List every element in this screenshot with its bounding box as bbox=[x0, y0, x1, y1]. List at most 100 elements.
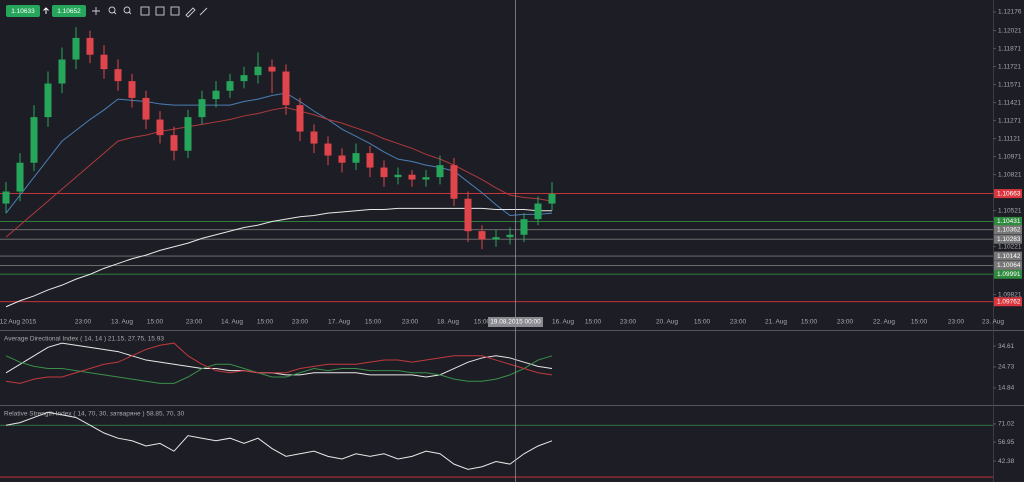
indicator-line bbox=[5, 342, 553, 378]
candle-body bbox=[520, 219, 528, 235]
y-tick-label: 14.84 bbox=[998, 385, 1015, 392]
indicator-line bbox=[5, 107, 553, 238]
candle-body bbox=[2, 191, 10, 204]
level-tag bbox=[994, 189, 1022, 199]
template-tool[interactable] bbox=[155, 6, 165, 16]
pen-tool[interactable] bbox=[199, 7, 208, 16]
level-tag bbox=[994, 297, 1022, 307]
save-tool[interactable] bbox=[170, 6, 180, 16]
x-tick-label: 15:00 bbox=[147, 319, 164, 326]
x-tick-label: 22. Aug bbox=[873, 319, 895, 326]
level-label: 1.10283 bbox=[997, 236, 1021, 243]
y-tick-label: 1.10221 bbox=[998, 243, 1022, 250]
indicator-line bbox=[5, 355, 553, 384]
level-tag bbox=[994, 269, 1022, 279]
candle-body bbox=[450, 165, 458, 199]
level-label: 1.10663 bbox=[997, 190, 1021, 197]
y-tick-label: 1.11421 bbox=[998, 99, 1021, 106]
candle-body bbox=[16, 162, 24, 192]
candle-body bbox=[296, 105, 304, 132]
x-tick-label: 15:00 bbox=[257, 319, 274, 326]
candle-body bbox=[142, 97, 150, 120]
candle-body bbox=[100, 54, 108, 70]
y-tick-label: 1.12176 bbox=[998, 9, 1022, 16]
toolbar: 1.10633 1.10652 bbox=[6, 5, 86, 17]
x-tick-label: 15:00 bbox=[585, 319, 602, 326]
level-label: 1.10064 bbox=[997, 262, 1021, 269]
candle-body bbox=[86, 37, 94, 55]
x-tick-label: 18. Aug bbox=[437, 319, 459, 326]
level-label: 1.09762 bbox=[997, 298, 1021, 305]
candle-body bbox=[156, 119, 164, 136]
zoom-in-tool[interactable] bbox=[108, 6, 117, 15]
x-tick-label: 15:00 bbox=[801, 319, 818, 326]
x-tick-label: 23. Aug bbox=[982, 319, 1004, 326]
x-tick-label: 20. Aug bbox=[656, 319, 678, 326]
indicator-line bbox=[5, 207, 552, 308]
candle-body bbox=[492, 237, 500, 240]
level-label: 1.10142 bbox=[997, 253, 1021, 260]
candle-body bbox=[44, 83, 52, 118]
candle-body bbox=[184, 117, 192, 151]
toolbar-icons bbox=[92, 6, 208, 18]
x-tick-label: 12 Aug 2015 bbox=[0, 319, 37, 326]
crosshair-label: 19.08.2015 00:00 bbox=[490, 319, 541, 326]
bid-box[interactable] bbox=[6, 5, 40, 17]
level-label: 1.10362 bbox=[997, 226, 1021, 233]
drawing-tool[interactable] bbox=[140, 6, 150, 16]
candle-body bbox=[226, 81, 234, 91]
indicator-line bbox=[5, 92, 553, 217]
y-tick-label: 1.10971 bbox=[998, 153, 1022, 160]
candle-body bbox=[338, 155, 346, 163]
plot-layer: 1.12176 1.12021 1.11871 1.11721 1.11571 1.114… bbox=[0, 9, 1022, 478]
x-tick-label: 15:00 bbox=[365, 319, 382, 326]
candle-body bbox=[408, 174, 416, 180]
y-tick-label: 1.10521 bbox=[998, 207, 1022, 214]
x-tick-label: 15:00 bbox=[694, 319, 711, 326]
crosshair-tool[interactable] bbox=[92, 7, 100, 15]
brush-tool[interactable] bbox=[185, 7, 196, 18]
x-tick-label: 15:00 bbox=[911, 319, 928, 326]
candle-body bbox=[212, 90, 220, 100]
x-tick-label: 23:00 bbox=[75, 319, 92, 326]
candle-body bbox=[478, 231, 486, 240]
crosshair-label-box bbox=[488, 317, 543, 327]
candle-body bbox=[506, 234, 514, 238]
x-tick-label: 15:00 bbox=[474, 319, 491, 326]
y-tick-label: 1.11271 bbox=[998, 117, 1021, 124]
ask-box[interactable] bbox=[52, 5, 86, 17]
level-label: 1.10431 bbox=[997, 218, 1021, 225]
x-tick-label: 23:00 bbox=[948, 319, 965, 326]
level-label: 1.09991 bbox=[997, 271, 1021, 278]
candle-body bbox=[366, 153, 374, 168]
candle-body bbox=[198, 99, 206, 118]
candle-body bbox=[310, 131, 318, 144]
x-tick-label: 17. Aug bbox=[328, 319, 350, 326]
y-tick-label: 1.11871 bbox=[998, 45, 1021, 52]
x-tick-label: 23:00 bbox=[730, 319, 747, 326]
y-tick-label: 42.38 bbox=[998, 458, 1015, 465]
candle-body bbox=[394, 174, 402, 178]
zoom-out-tool[interactable] bbox=[123, 6, 132, 15]
bid-price: 1.10633 bbox=[11, 8, 35, 15]
candle-body bbox=[240, 75, 248, 82]
level-tag bbox=[994, 251, 1022, 261]
candle-body bbox=[464, 198, 472, 232]
candle-body bbox=[170, 135, 178, 151]
candle-body bbox=[58, 59, 66, 84]
x-tick-label: 23:00 bbox=[186, 319, 203, 326]
indicator-title: Relative Strength Index ( 14, 70, 30, за… bbox=[4, 411, 185, 418]
candle-body bbox=[282, 71, 290, 106]
y-tick-label: 56.95 bbox=[998, 439, 1015, 446]
y-tick-label: 1.11721 bbox=[998, 63, 1021, 70]
candle-body bbox=[254, 66, 262, 76]
x-tick-label: 23:00 bbox=[837, 319, 854, 326]
level-tag bbox=[994, 234, 1022, 244]
level-tag bbox=[994, 260, 1022, 270]
y-tick-label: 1.11121 bbox=[998, 135, 1021, 142]
y-tick-label: 71.02 bbox=[998, 421, 1015, 428]
indicator-line bbox=[5, 411, 553, 470]
y-tick-label: 24.73 bbox=[998, 364, 1015, 371]
